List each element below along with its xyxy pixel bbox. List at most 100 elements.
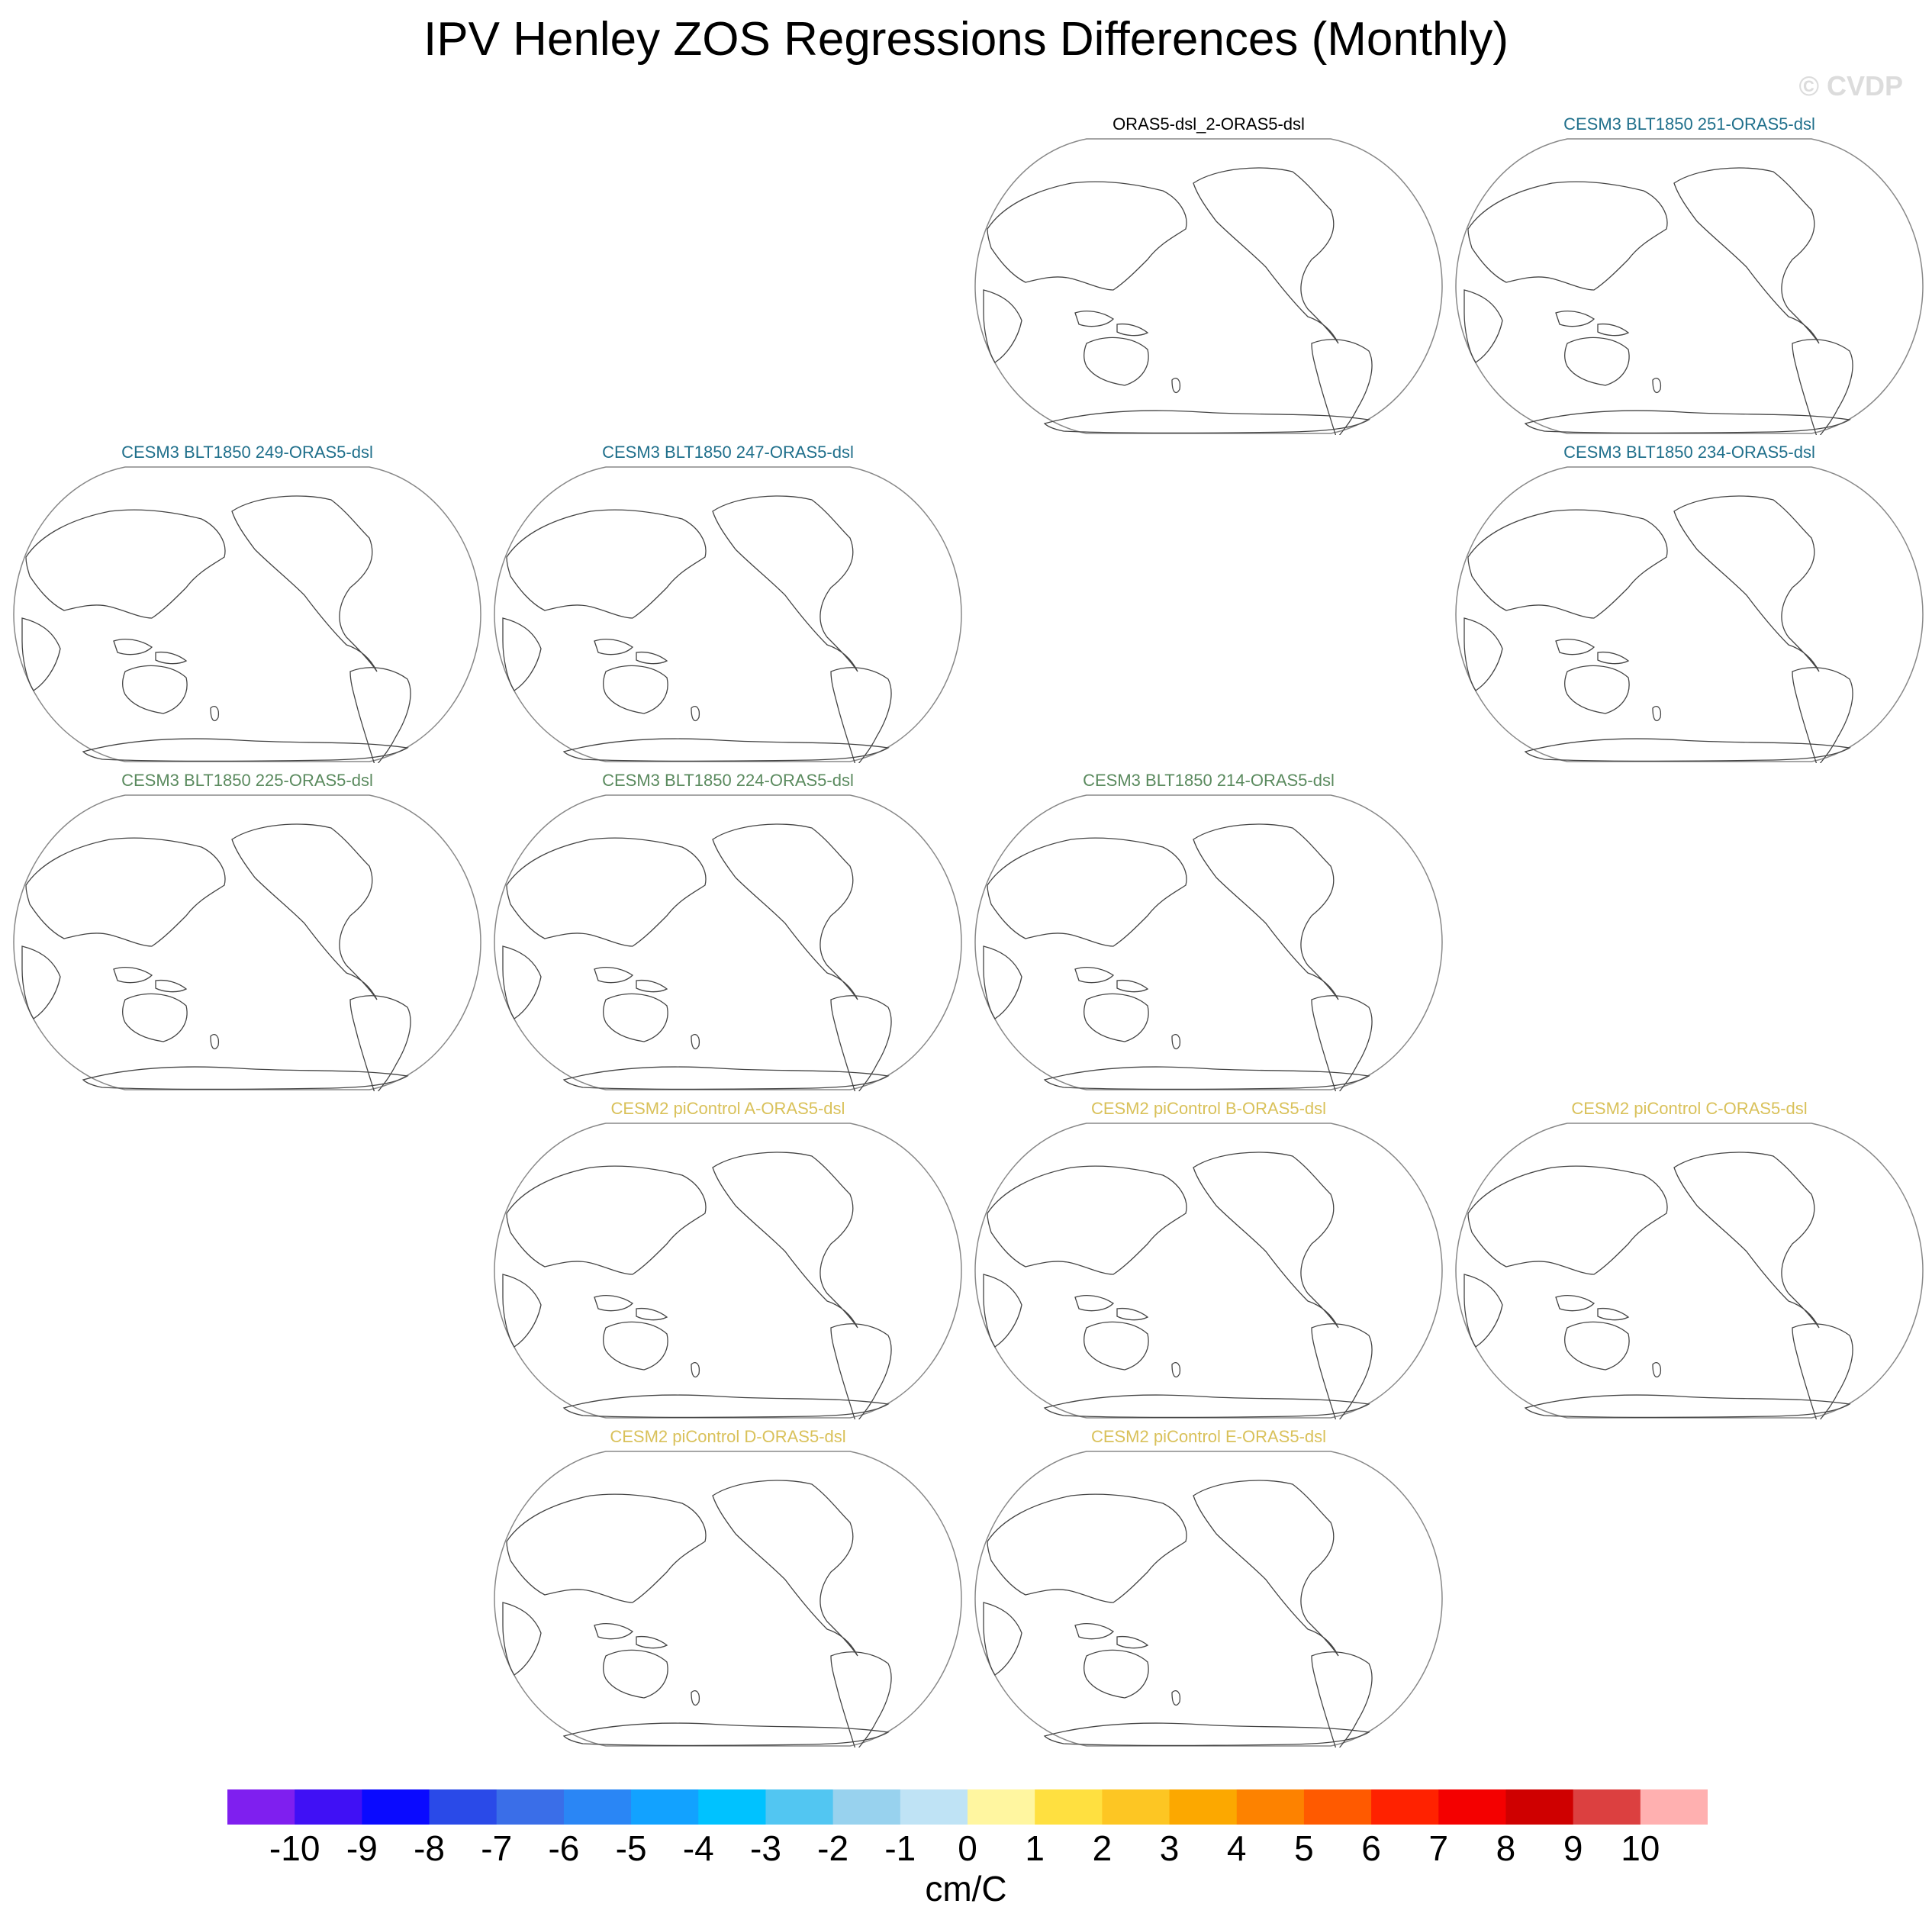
- coastline: [1074, 1623, 1115, 1640]
- map-boundary: [494, 794, 962, 1090]
- world-map: [494, 1123, 962, 1419]
- colorbar: [227, 1789, 1708, 1825]
- coastline: [983, 945, 1022, 1019]
- coastline: [830, 1323, 892, 1419]
- coastline: [1193, 167, 1339, 344]
- map-panel: CESM3 BLT1850 214-ORAS5-dsl: [972, 771, 1445, 1091]
- coastline: [1467, 181, 1668, 291]
- world-map: [1455, 138, 1924, 435]
- coastline: [82, 1066, 409, 1090]
- colorbar-box: [429, 1789, 497, 1825]
- coastline: [987, 1165, 1187, 1275]
- coastline: [1467, 1165, 1668, 1275]
- colorbar-box: [1505, 1789, 1574, 1825]
- map-boundary: [494, 466, 962, 762]
- coastline: [602, 993, 668, 1042]
- coastline: [594, 967, 634, 984]
- colorbar-tick-label: 10: [1621, 1828, 1660, 1868]
- colorbar-box: [563, 1789, 632, 1825]
- coastline: [1524, 1394, 1851, 1419]
- coastline: [1083, 1321, 1149, 1371]
- coastline: [82, 738, 409, 762]
- coastline: [1524, 410, 1851, 434]
- coastline: [636, 1635, 668, 1649]
- colorbar-tick-label: 6: [1361, 1828, 1381, 1868]
- coastline: [712, 1480, 858, 1657]
- colorbar-tick-label: 5: [1294, 1828, 1314, 1868]
- coastline: [691, 1690, 700, 1706]
- coastline: [1792, 339, 1853, 435]
- coastline: [506, 1165, 707, 1275]
- map-boundary: [974, 138, 1443, 434]
- colorbar-tick-label: 2: [1092, 1828, 1113, 1868]
- map-boundary: [1455, 466, 1924, 762]
- coastline: [506, 509, 707, 619]
- coastline: [1463, 289, 1503, 363]
- coastline: [1792, 667, 1853, 763]
- coastline: [25, 837, 226, 947]
- coastline: [1311, 995, 1373, 1091]
- coastline: [1083, 337, 1149, 386]
- panel-title: CESM3 BLT1850 224-ORAS5-dsl: [602, 771, 854, 790]
- coastline: [602, 1321, 668, 1371]
- colorbar-box: [1371, 1789, 1439, 1825]
- panel-title: CESM2 piControl A-ORAS5-dsl: [610, 1099, 845, 1118]
- coastline: [1597, 1307, 1630, 1321]
- panel-title: CESM3 BLT1850 234-ORAS5-dsl: [1563, 443, 1815, 462]
- colorbar-tick-label: 8: [1496, 1828, 1516, 1868]
- colorbar-tick-label: -7: [481, 1828, 513, 1868]
- coastline: [502, 1602, 542, 1676]
- coastline: [1555, 639, 1596, 655]
- coastline: [1563, 337, 1630, 386]
- colorbar-box: [362, 1789, 430, 1825]
- coastline: [594, 1623, 634, 1640]
- colorbar-box: [1035, 1789, 1103, 1825]
- panel-title: CESM3 BLT1850 225-ORAS5-dsl: [121, 771, 373, 790]
- colorbar-box: [1438, 1789, 1506, 1825]
- colorbar-tick-label: -2: [817, 1828, 849, 1868]
- map-panel: CESM2 piControl B-ORAS5-dsl: [972, 1099, 1445, 1419]
- coastline: [25, 509, 226, 619]
- coastline: [1171, 378, 1181, 394]
- coastline: [1597, 323, 1630, 337]
- coastline: [602, 1649, 668, 1699]
- map-panel: CESM2 piControl D-ORAS5-dsl: [491, 1427, 964, 1747]
- coastline: [1116, 979, 1149, 993]
- world-map: [974, 1123, 1443, 1419]
- coastline: [691, 1034, 700, 1050]
- coastline: [1074, 1295, 1115, 1312]
- coastline: [113, 639, 153, 655]
- map-panel: CESM2 piControl C-ORAS5-dsl: [1453, 1099, 1926, 1419]
- coastline: [830, 667, 892, 763]
- colorbar-box: [295, 1789, 362, 1825]
- colorbar-tick-label: -9: [346, 1828, 378, 1868]
- colorbar-box: [227, 1789, 295, 1825]
- coastline: [1043, 1722, 1370, 1747]
- coastline: [21, 945, 61, 1019]
- coastline: [1171, 1690, 1181, 1706]
- world-map: [13, 794, 481, 1091]
- world-map: [494, 466, 962, 763]
- coastline: [987, 1493, 1187, 1603]
- coastline: [594, 1295, 634, 1312]
- colorbar-tick-label: -1: [884, 1828, 916, 1868]
- panel-title: ORAS5-dsl_2-ORAS5-dsl: [1113, 114, 1305, 134]
- coastline: [594, 639, 634, 655]
- world-map: [974, 138, 1443, 435]
- colorbar-box: [900, 1789, 968, 1825]
- coastline: [231, 823, 378, 1000]
- coastline: [1652, 706, 1662, 722]
- coastline: [155, 651, 188, 665]
- coastline: [691, 706, 700, 722]
- colorbar-box: [968, 1789, 1035, 1825]
- map-panel: CESM3 BLT1850 225-ORAS5-dsl: [11, 771, 484, 1091]
- colorbar-box: [631, 1789, 699, 1825]
- coastline: [1467, 509, 1668, 619]
- coastline: [636, 1307, 668, 1321]
- colorbar-box: [1236, 1789, 1305, 1825]
- map-panel: CESM3 BLT1850 224-ORAS5-dsl: [491, 771, 964, 1091]
- map-boundary: [974, 1123, 1443, 1419]
- panel-title: CESM3 BLT1850 249-ORAS5-dsl: [121, 443, 373, 462]
- panel-title: CESM2 piControl D-ORAS5-dsl: [610, 1427, 846, 1446]
- coastline: [1555, 311, 1596, 327]
